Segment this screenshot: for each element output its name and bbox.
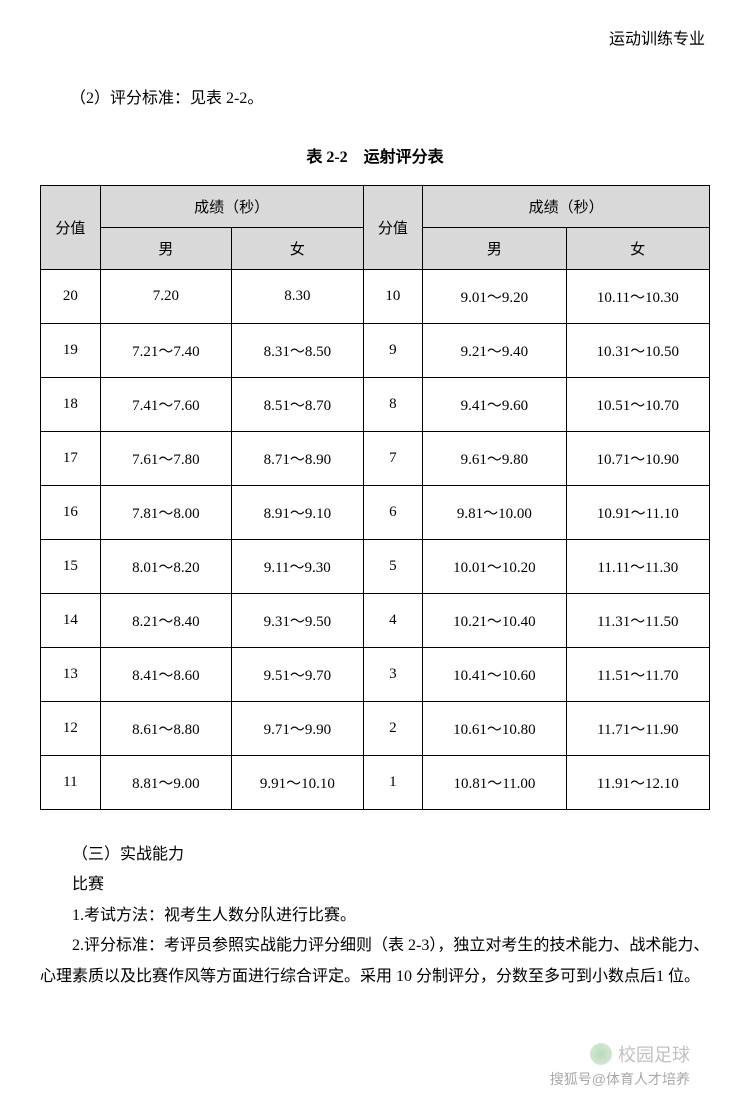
table-cell: 11.71～11.90 — [566, 702, 709, 756]
table-cell: 11 — [41, 756, 101, 810]
footer-credit: 搜狐号@体育人才培养 — [550, 1069, 690, 1089]
table-cell: 9.01～9.20 — [423, 270, 566, 324]
table-row: 158.01～8.209.11～9.30510.01～10.2011.11～11… — [41, 540, 710, 594]
table-cell: 7.21～7.40 — [100, 324, 231, 378]
table-cell: 10.91～11.10 — [566, 486, 709, 540]
table-row: 167.81～8.008.91～9.1069.81～10.0010.91～11.… — [41, 486, 710, 540]
body-line-2: 2.评分标准：考评员参照实战能力评分细则（表 2-3），独立对考生的技术能力、战… — [40, 931, 710, 992]
table-cell: 10.11～10.30 — [566, 270, 709, 324]
table-row: 187.41～7.608.51～8.7089.41～9.6010.51～10.7… — [41, 378, 710, 432]
th-male-1: 男 — [100, 228, 231, 270]
table-cell: 4 — [363, 594, 423, 648]
table-cell: 1 — [363, 756, 423, 810]
table-cell: 8.71～8.90 — [232, 432, 363, 486]
table-cell: 8.41～8.60 — [100, 648, 231, 702]
table-cell: 9.41～9.60 — [423, 378, 566, 432]
table-cell: 9.21～9.40 — [423, 324, 566, 378]
table-cell: 9.61～9.80 — [423, 432, 566, 486]
watermark-text: 校园足球 — [618, 1041, 690, 1067]
table-cell: 10 — [363, 270, 423, 324]
body-text-block: （三）实战能力 比赛 1.考试方法：视考生人数分队进行比赛。 2.评分标准：考评… — [40, 840, 710, 992]
table-row: 138.41～8.609.51～9.70310.41～10.6011.51～11… — [41, 648, 710, 702]
table-cell: 9.51～9.70 — [232, 648, 363, 702]
body-line-1: 1.考试方法：视考生人数分队进行比赛。 — [40, 901, 710, 931]
table-cell: 11.31～11.50 — [566, 594, 709, 648]
table-cell: 10.61～10.80 — [423, 702, 566, 756]
th-female-1: 女 — [232, 228, 363, 270]
table-cell: 8.30 — [232, 270, 363, 324]
table-cell: 11.51～11.70 — [566, 648, 709, 702]
table-cell: 10.71～10.90 — [566, 432, 709, 486]
section-subtitle: 比赛 — [40, 870, 710, 900]
table-body: 207.208.30109.01～9.2010.11～10.30197.21～7… — [41, 270, 710, 810]
table-row: 177.61～7.808.71～8.9079.61～9.8010.71～10.9… — [41, 432, 710, 486]
table-cell: 18 — [41, 378, 101, 432]
table-cell: 6 — [363, 486, 423, 540]
table-cell: 3 — [363, 648, 423, 702]
table-cell: 9.71～9.90 — [232, 702, 363, 756]
table-cell: 11.91～12.10 — [566, 756, 709, 810]
table-cell: 7.41～7.60 — [100, 378, 231, 432]
table-cell: 10.41～10.60 — [423, 648, 566, 702]
table-cell: 9.91～10.10 — [232, 756, 363, 810]
table-cell: 9.31～9.50 — [232, 594, 363, 648]
table-cell: 11.11～11.30 — [566, 540, 709, 594]
th-score-2: 分值 — [363, 186, 423, 270]
table-cell: 15 — [41, 540, 101, 594]
table-title: 表 2-2 运射评分表 — [40, 143, 710, 167]
table-row: 197.21～7.408.31～8.5099.21～9.4010.31～10.5… — [41, 324, 710, 378]
table-row: 118.81～9.009.91～10.10110.81～11.0011.91～1… — [41, 756, 710, 810]
table-cell: 12 — [41, 702, 101, 756]
table-row: 128.61～8.809.71～9.90210.61～10.8011.71～11… — [41, 702, 710, 756]
th-result-2: 成绩（秒） — [423, 186, 710, 228]
table-cell: 8.21～8.40 — [100, 594, 231, 648]
intro-text: （2）评分标准：见表 2-2。 — [40, 84, 710, 108]
th-score-1: 分值 — [41, 186, 101, 270]
table-cell: 5 — [363, 540, 423, 594]
th-result-1: 成绩（秒） — [100, 186, 363, 228]
table-cell: 9.81～10.00 — [423, 486, 566, 540]
section-title: （三）实战能力 — [40, 840, 710, 870]
table-cell: 10.81～11.00 — [423, 756, 566, 810]
table-cell: 7.61～7.80 — [100, 432, 231, 486]
table-cell: 19 — [41, 324, 101, 378]
table-cell: 10.21～10.40 — [423, 594, 566, 648]
table-cell: 8.01～8.20 — [100, 540, 231, 594]
table-header-row-1: 分值 成绩（秒） 分值 成绩（秒） — [41, 186, 710, 228]
table-cell: 8.91～9.10 — [232, 486, 363, 540]
table-cell: 9.11～9.30 — [232, 540, 363, 594]
watermark: 校园足球 — [590, 1041, 690, 1067]
table-cell: 10.01～10.20 — [423, 540, 566, 594]
table-cell: 10.51～10.70 — [566, 378, 709, 432]
table-cell: 8.51～8.70 — [232, 378, 363, 432]
table-cell: 8 — [363, 378, 423, 432]
table-cell: 8.81～9.00 — [100, 756, 231, 810]
table-cell: 7.81～8.00 — [100, 486, 231, 540]
table-cell: 7 — [363, 432, 423, 486]
th-female-2: 女 — [566, 228, 709, 270]
page-header-right: 运动训练专业 — [40, 25, 710, 49]
scoring-table: 分值 成绩（秒） 分值 成绩（秒） 男 女 男 女 207.208.30109.… — [40, 185, 710, 810]
table-cell: 2 — [363, 702, 423, 756]
table-cell: 16 — [41, 486, 101, 540]
table-row: 207.208.30109.01～9.2010.11～10.30 — [41, 270, 710, 324]
table-cell: 7.20 — [100, 270, 231, 324]
table-row: 148.21～8.409.31～9.50410.21～10.4011.31～11… — [41, 594, 710, 648]
watermark-icon — [590, 1043, 612, 1065]
table-cell: 14 — [41, 594, 101, 648]
th-male-2: 男 — [423, 228, 566, 270]
table-cell: 13 — [41, 648, 101, 702]
table-cell: 17 — [41, 432, 101, 486]
table-cell: 20 — [41, 270, 101, 324]
table-cell: 9 — [363, 324, 423, 378]
table-cell: 10.31～10.50 — [566, 324, 709, 378]
table-cell: 8.31～8.50 — [232, 324, 363, 378]
table-cell: 8.61～8.80 — [100, 702, 231, 756]
